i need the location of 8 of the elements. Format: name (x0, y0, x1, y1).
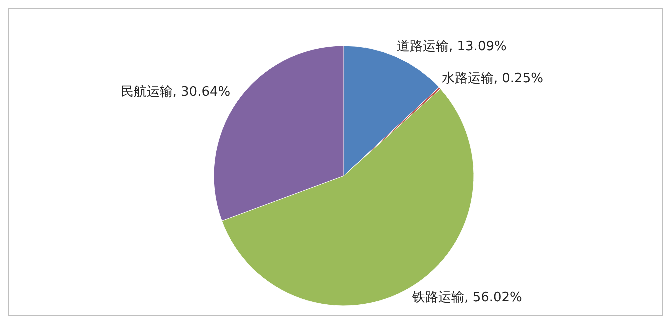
slice-label: 水路运输 (442, 72, 494, 87)
slice-label: 铁路运输 (412, 290, 465, 306)
data-label: , 30.64% (172, 85, 231, 100)
slice-label: 道路运输 (397, 39, 450, 54)
data-label: , 13.09% (449, 39, 507, 54)
data-label: , 0.25% (494, 72, 544, 87)
data-label: , 56.02% (464, 290, 522, 306)
slice-label: 民航运输 (120, 85, 173, 100)
